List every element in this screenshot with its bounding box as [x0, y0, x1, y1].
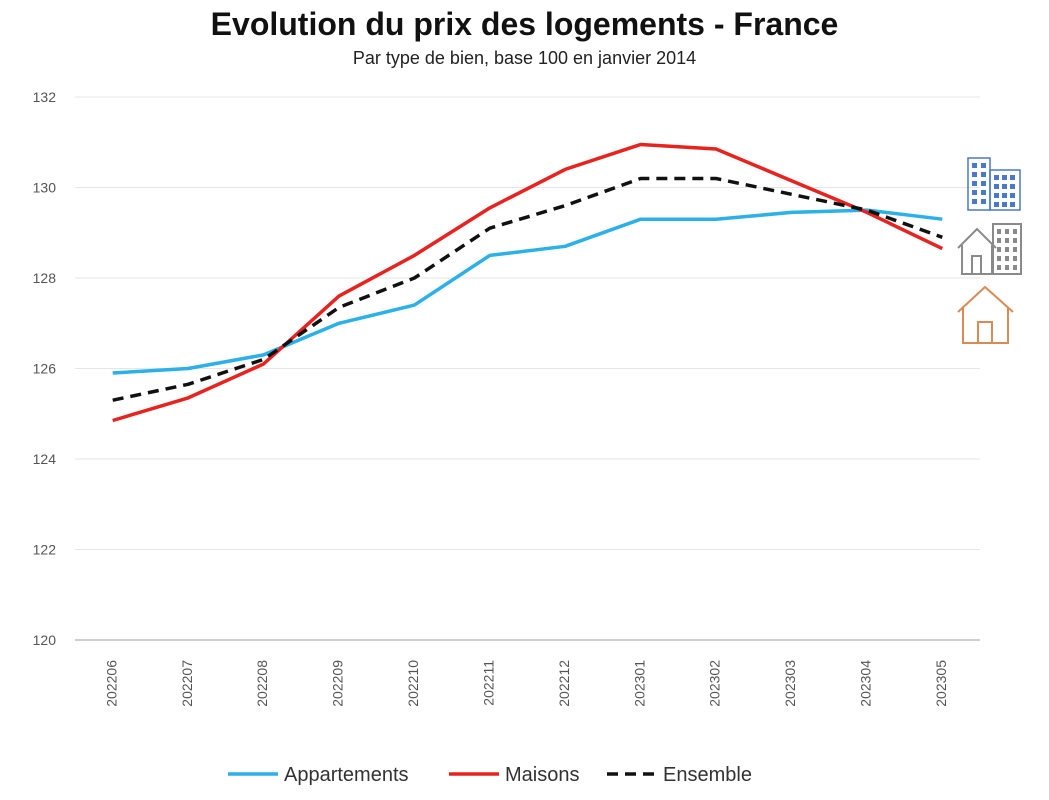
- x-tick-label: 202212: [556, 660, 572, 707]
- legend-label: Appartements: [284, 764, 409, 786]
- legend-label: Ensemble: [663, 764, 752, 786]
- y-tick-label: 122: [33, 542, 57, 558]
- y-tick-label: 132: [33, 89, 57, 105]
- y-tick-label: 126: [33, 361, 57, 377]
- x-tick-label: 202207: [179, 660, 195, 707]
- x-tick-label: 202301: [631, 660, 647, 707]
- x-tick-label: 202209: [330, 660, 346, 707]
- x-tick-label: 202304: [858, 660, 874, 707]
- chart-subtitle: Par type de bien, base 100 en janvier 20…: [352, 48, 697, 68]
- house-and-building-icon: [957, 223, 1022, 275]
- y-tick-label: 130: [33, 180, 57, 196]
- legend-label: Maisons: [505, 764, 579, 786]
- x-tick-label: 202305: [933, 660, 949, 707]
- series-line-appartements: [112, 208, 943, 375]
- legend: Appartements Maisons Ensemble: [228, 764, 752, 786]
- gridlines: [75, 96, 980, 641]
- y-tick-label: 120: [33, 632, 57, 648]
- chart-title: Evolution du prix des logements - France: [210, 6, 839, 42]
- x-axis-ticks: 202206 202207 202208 202209 202210 202211 2022…: [103, 660, 949, 707]
- series-line-maisons: [112, 142, 944, 423]
- house-icon: [957, 285, 1014, 344]
- y-axis-ticks: 120 122 124 126 128 130 132: [33, 89, 57, 648]
- y-tick-label: 124: [33, 451, 57, 467]
- series-line-ensemble: [112, 176, 943, 402]
- type-icons: [957, 157, 1022, 344]
- x-tick-label: 202210: [405, 660, 421, 707]
- x-tick-label: 202302: [707, 660, 723, 707]
- series-lines: [112, 142, 944, 423]
- x-tick-label: 202208: [254, 660, 270, 707]
- y-tick-label: 128: [33, 270, 57, 286]
- x-tick-label: 202211: [480, 660, 496, 706]
- apartment-building-icon: [967, 157, 1021, 211]
- x-tick-label: 202206: [103, 660, 119, 707]
- x-tick-label: 202303: [782, 660, 798, 707]
